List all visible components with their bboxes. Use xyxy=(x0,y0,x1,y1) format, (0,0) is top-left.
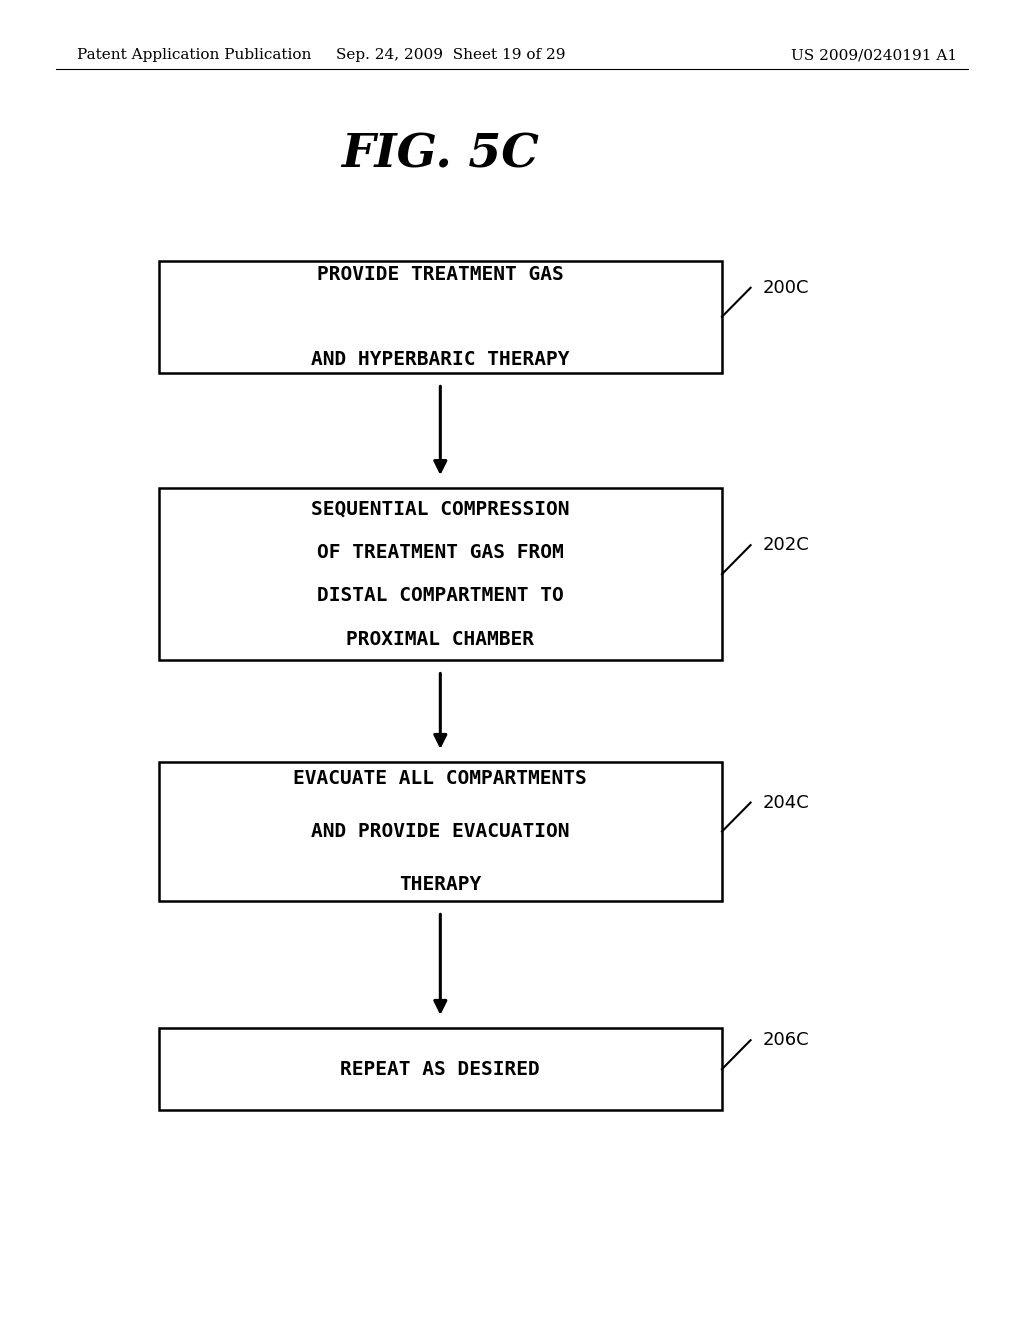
Text: 200C: 200C xyxy=(763,279,809,297)
Text: SEQUENTIAL COMPRESSION: SEQUENTIAL COMPRESSION xyxy=(311,499,569,519)
Bar xyxy=(159,762,722,900)
Bar xyxy=(159,488,722,660)
Bar xyxy=(159,261,722,372)
Text: 204C: 204C xyxy=(763,793,810,812)
Text: AND HYPERBARIC THERAPY: AND HYPERBARIC THERAPY xyxy=(311,350,569,368)
Text: THERAPY: THERAPY xyxy=(399,875,481,894)
Text: AND PROVIDE EVACUATION: AND PROVIDE EVACUATION xyxy=(311,822,569,841)
Text: Sep. 24, 2009  Sheet 19 of 29: Sep. 24, 2009 Sheet 19 of 29 xyxy=(336,49,565,62)
Text: 202C: 202C xyxy=(763,536,810,554)
Text: DISTAL COMPARTMENT TO: DISTAL COMPARTMENT TO xyxy=(317,586,563,606)
Text: OF TREATMENT GAS FROM: OF TREATMENT GAS FROM xyxy=(317,543,563,562)
Text: US 2009/0240191 A1: US 2009/0240191 A1 xyxy=(792,49,957,62)
Text: PROVIDE TREATMENT GAS: PROVIDE TREATMENT GAS xyxy=(317,265,563,284)
Text: FIG. 5C: FIG. 5C xyxy=(341,132,540,177)
Text: EVACUATE ALL COMPARTMENTS: EVACUATE ALL COMPARTMENTS xyxy=(294,770,587,788)
Text: REPEAT AS DESIRED: REPEAT AS DESIRED xyxy=(340,1060,541,1078)
Bar xyxy=(159,1028,722,1110)
Text: PROXIMAL CHAMBER: PROXIMAL CHAMBER xyxy=(346,630,535,649)
Text: 206C: 206C xyxy=(763,1031,810,1049)
Text: Patent Application Publication: Patent Application Publication xyxy=(77,49,311,62)
